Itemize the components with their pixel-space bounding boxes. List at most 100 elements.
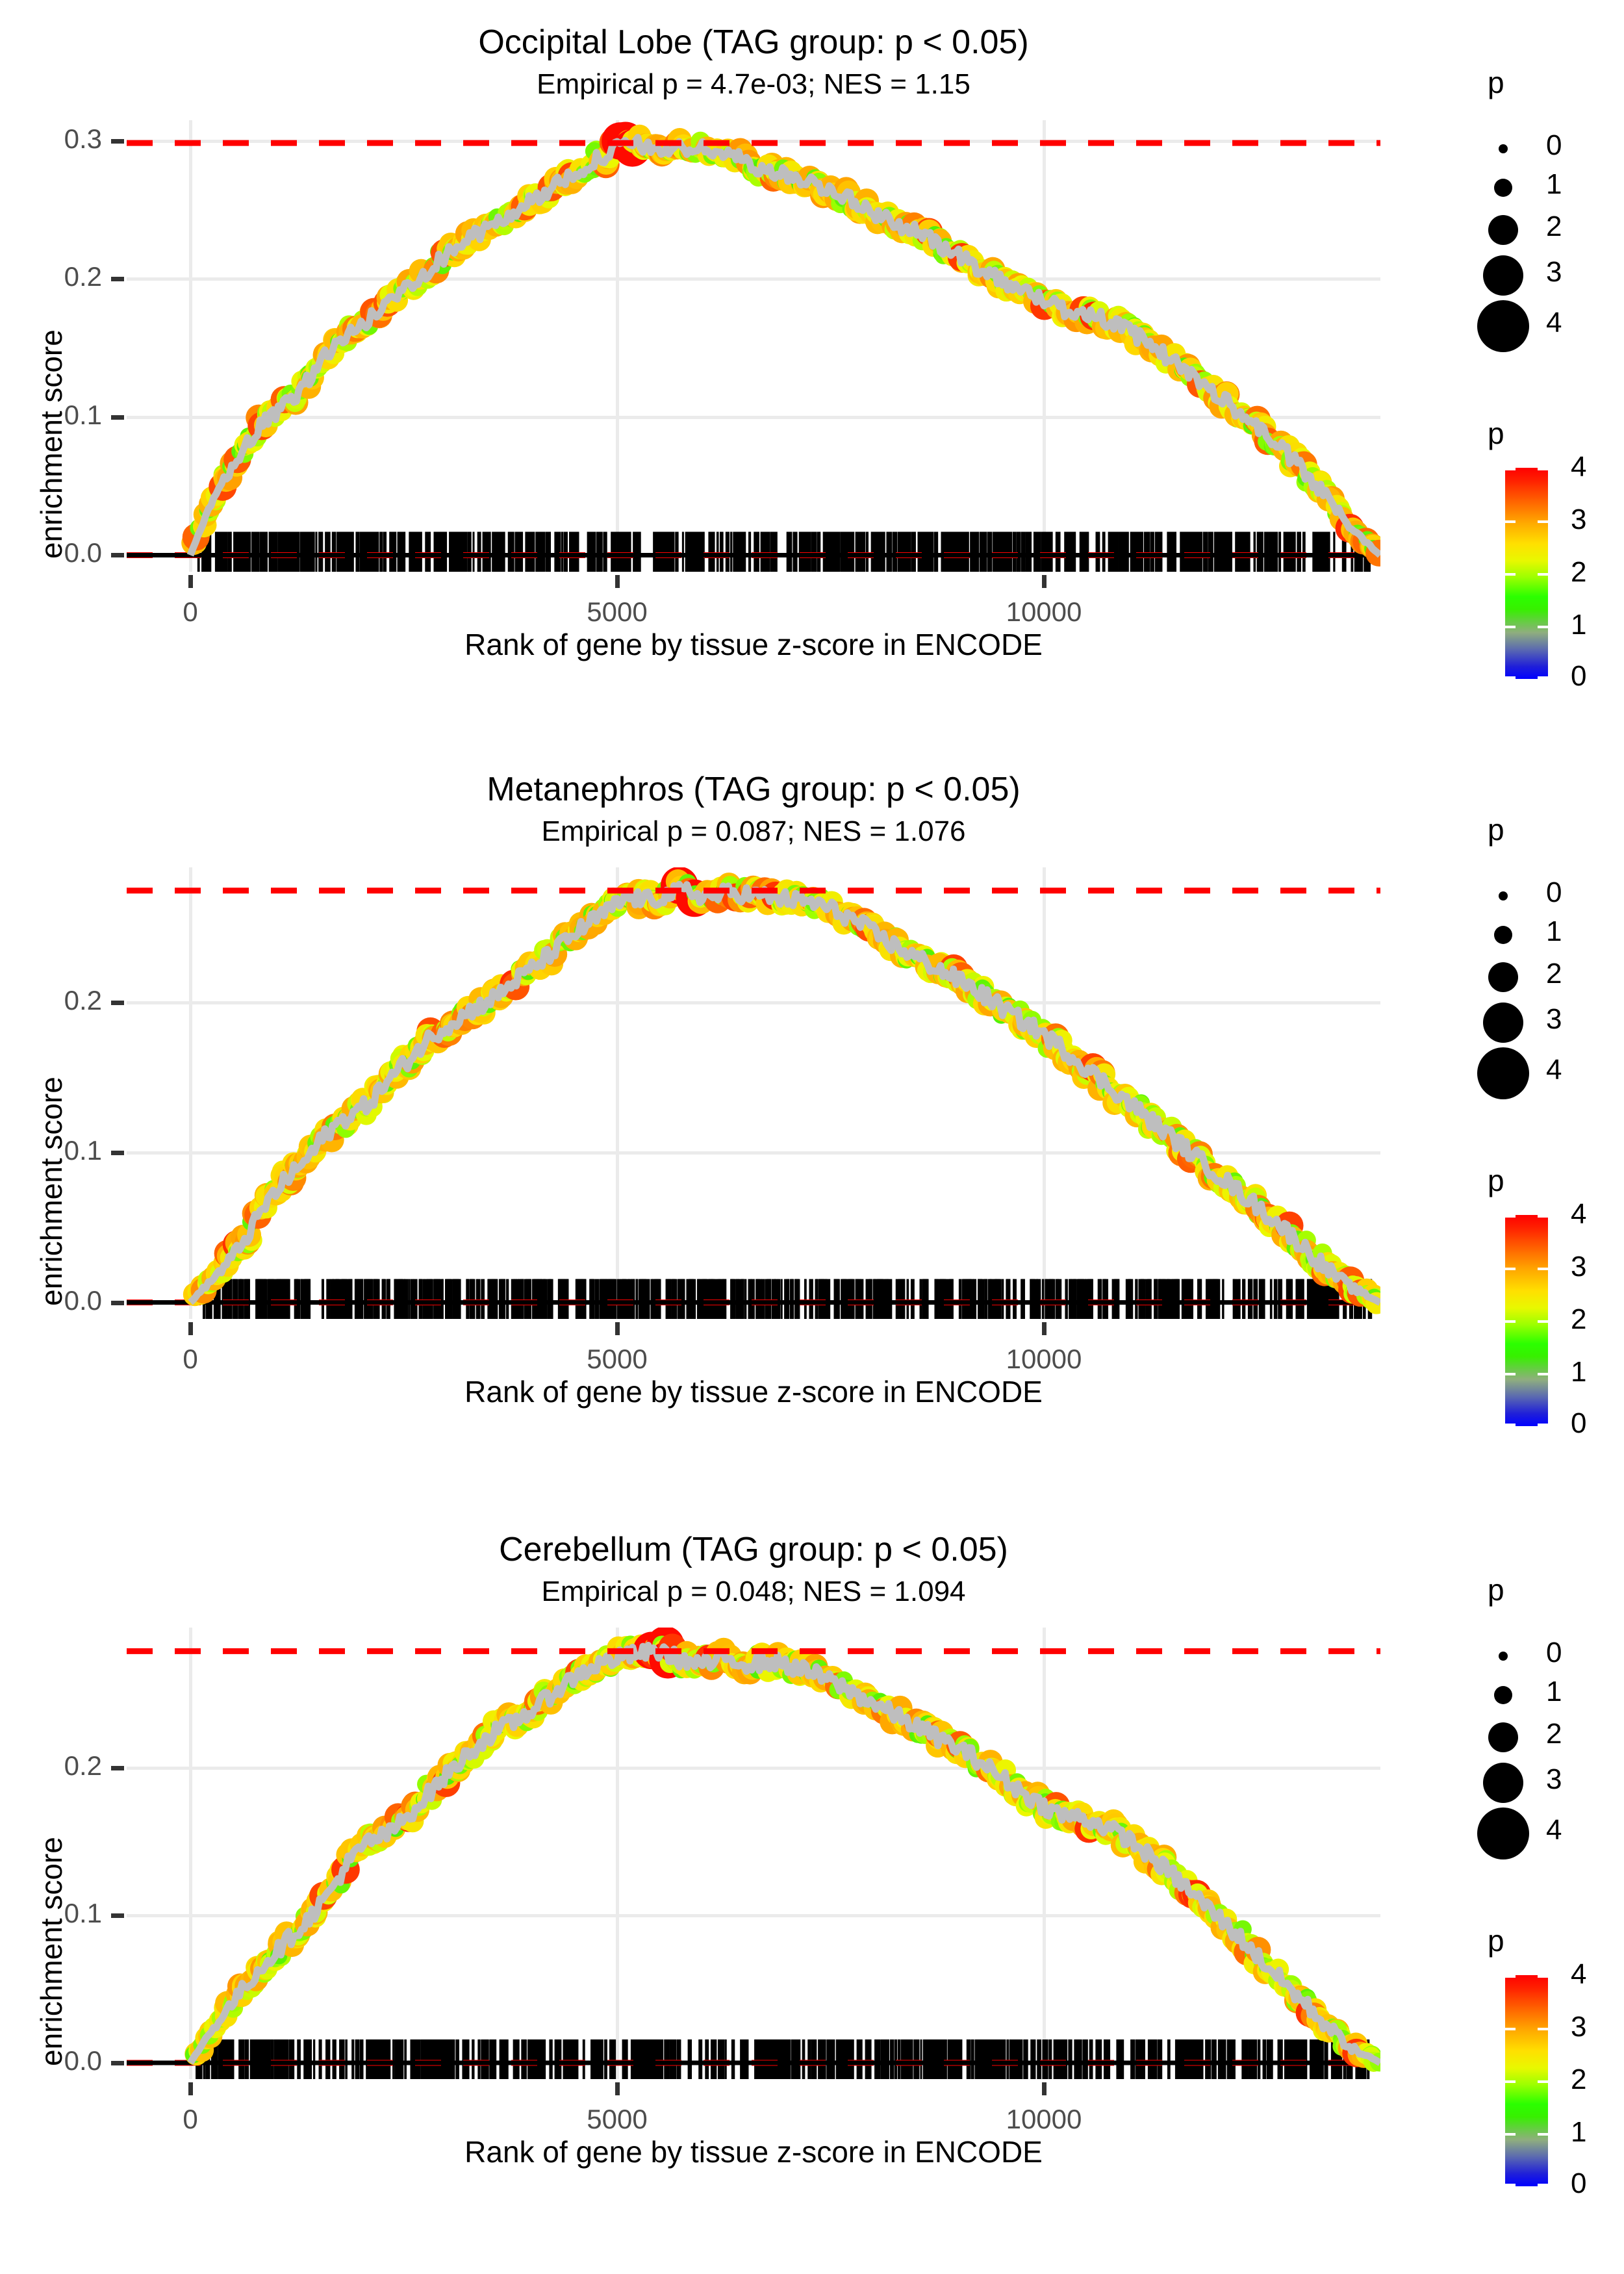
size-legend-label: 0 bbox=[1546, 876, 1562, 908]
size-legend-key-4: 4 bbox=[1475, 300, 1605, 352]
colorbar-tick bbox=[1505, 626, 1516, 628]
size-legend-dot bbox=[1499, 144, 1508, 153]
panel-subtitle: Empirical p = 0.048; NES = 1.094 bbox=[541, 1576, 966, 1607]
colorbar-label: 3 bbox=[1571, 2011, 1587, 2043]
colorbar-tick bbox=[1505, 1975, 1516, 1978]
gene-points bbox=[183, 867, 1380, 1314]
panel-title: Metanephros (TAG group: p < 0.05) bbox=[487, 771, 1021, 808]
colorbar-tick bbox=[1538, 468, 1548, 470]
size-legend-key-3: 3 bbox=[1475, 1763, 1605, 1806]
plot-area bbox=[127, 867, 1380, 1319]
x-gridline bbox=[616, 1628, 619, 2079]
panel-2: Metanephros (TAG group: p < 0.05) Empiric… bbox=[0, 747, 1624, 1494]
y-tick-mark bbox=[111, 1765, 124, 1770]
x-tick-mark bbox=[615, 575, 620, 588]
size-legend-key-0: 0 bbox=[1475, 876, 1605, 919]
colorbar-label: 3 bbox=[1571, 1251, 1587, 1283]
size-legend-title: p bbox=[1488, 813, 1504, 847]
color-legend-colorbar bbox=[1505, 1215, 1548, 1426]
colorbar-tick bbox=[1538, 626, 1548, 628]
y-tick-label: 0.1 bbox=[64, 1134, 102, 1166]
x-tick-mark bbox=[1042, 2082, 1047, 2095]
x-tick-mark bbox=[615, 2082, 620, 2095]
colorbar-tick bbox=[1505, 2133, 1516, 2136]
x-tick-label: 5000 bbox=[587, 1344, 648, 1374]
size-legend-label: 1 bbox=[1546, 915, 1562, 947]
size-legend-dot bbox=[1488, 962, 1518, 992]
colorbar-tick bbox=[1505, 573, 1516, 576]
x-gridline bbox=[1043, 120, 1046, 572]
colorbar-label: 4 bbox=[1571, 1958, 1587, 1990]
x-gridline bbox=[616, 120, 619, 572]
y-tick-label: 0.2 bbox=[64, 1750, 102, 1781]
x-gridline bbox=[1043, 1628, 1046, 2079]
colorbar-tick bbox=[1505, 1424, 1516, 1426]
size-legend-key-3: 3 bbox=[1475, 1003, 1605, 1046]
x-tick-mark bbox=[188, 2082, 193, 2095]
x-tick-label: 0 bbox=[183, 2104, 198, 2134]
colorbar-label: 1 bbox=[1571, 2116, 1587, 2148]
panel-subtitle: Empirical p = 0.087; NES = 1.076 bbox=[541, 815, 966, 847]
size-legend-dot bbox=[1483, 1763, 1523, 1803]
colorbar-tick bbox=[1538, 1215, 1548, 1218]
y-tick-mark bbox=[111, 415, 124, 420]
colorbar-label: 2 bbox=[1571, 2063, 1587, 2095]
panel-1: Occipital Lobe (TAG group: p < 0.05) Empi… bbox=[0, 0, 1624, 747]
size-legend-label: 0 bbox=[1546, 1637, 1562, 1668]
y-tick-label: 0.2 bbox=[64, 261, 102, 292]
size-legend-label: 2 bbox=[1546, 211, 1562, 242]
x-gridline bbox=[616, 867, 619, 1319]
colorbar-label: 2 bbox=[1571, 556, 1587, 588]
colorbar-tick bbox=[1538, 2080, 1548, 2083]
colorbar-label: 4 bbox=[1571, 1198, 1587, 1230]
y-tick-label: 0.0 bbox=[64, 2045, 102, 2076]
colorbar-tick bbox=[1505, 1373, 1516, 1375]
size-legend-label: 4 bbox=[1546, 307, 1562, 339]
size-legend-title: p bbox=[1488, 66, 1504, 99]
size-legend-key-4: 4 bbox=[1475, 1808, 1605, 1859]
colorbar-tick bbox=[1505, 1320, 1516, 1323]
colorbar-tick bbox=[1538, 573, 1548, 576]
size-legend-label: 1 bbox=[1546, 1676, 1562, 1707]
size-legend-label: 3 bbox=[1546, 256, 1562, 288]
color-legend-title: p bbox=[1488, 416, 1504, 450]
size-legend-dot bbox=[1494, 926, 1512, 944]
size-legend-dot bbox=[1488, 1722, 1518, 1752]
y-tick-label: 0.1 bbox=[64, 1897, 102, 1928]
x-tick-label: 10000 bbox=[1006, 2104, 1082, 2134]
x-tick-label: 10000 bbox=[1006, 596, 1082, 627]
panel-title: Cerebellum (TAG group: p < 0.05) bbox=[499, 1531, 1008, 1568]
running-enrichment-line bbox=[188, 880, 1380, 1306]
gene-points bbox=[181, 121, 1380, 567]
size-legend-dot bbox=[1494, 179, 1512, 197]
colorbar-tick bbox=[1505, 1215, 1516, 1218]
x-axis-label: Rank of gene by tissue z-score in ENCODE bbox=[464, 628, 1043, 661]
size-legend-dot bbox=[1477, 1808, 1529, 1859]
rug-plot bbox=[196, 2039, 1370, 2079]
size-legend-key-4: 4 bbox=[1475, 1047, 1605, 1099]
y-axis-label: enrichment score bbox=[34, 329, 68, 559]
color-legend-title: p bbox=[1488, 1924, 1504, 1958]
x-gridline bbox=[189, 867, 192, 1319]
rug-plot bbox=[197, 531, 1371, 572]
y-tick-mark bbox=[111, 2061, 124, 2066]
size-legend-label: 4 bbox=[1546, 1054, 1562, 1086]
x-tick-mark bbox=[1042, 575, 1047, 588]
running-enrichment-line bbox=[187, 1641, 1380, 2066]
y-gridline bbox=[127, 1001, 1380, 1004]
colorbar-tick bbox=[1505, 468, 1516, 470]
colorbar-tick bbox=[1505, 676, 1516, 679]
running-enrichment-line bbox=[186, 134, 1380, 558]
y-tick-label: 0.3 bbox=[64, 123, 102, 154]
y-tick-mark bbox=[111, 1300, 124, 1305]
y-tick-label: 0.0 bbox=[64, 1284, 102, 1316]
color-legend-colorbar bbox=[1505, 1975, 1548, 2186]
size-legend-dot bbox=[1477, 1047, 1529, 1099]
colorbar-label: 3 bbox=[1571, 504, 1587, 535]
panel-title: Occipital Lobe (TAG group: p < 0.05) bbox=[478, 23, 1029, 61]
enrichment-curve-svg bbox=[127, 1628, 1380, 2079]
size-legend-label: 0 bbox=[1546, 129, 1562, 161]
colorbar-tick bbox=[1538, 2028, 1548, 2030]
y-tick-label: 0.1 bbox=[64, 399, 102, 430]
rug-plot bbox=[202, 1279, 1373, 1319]
